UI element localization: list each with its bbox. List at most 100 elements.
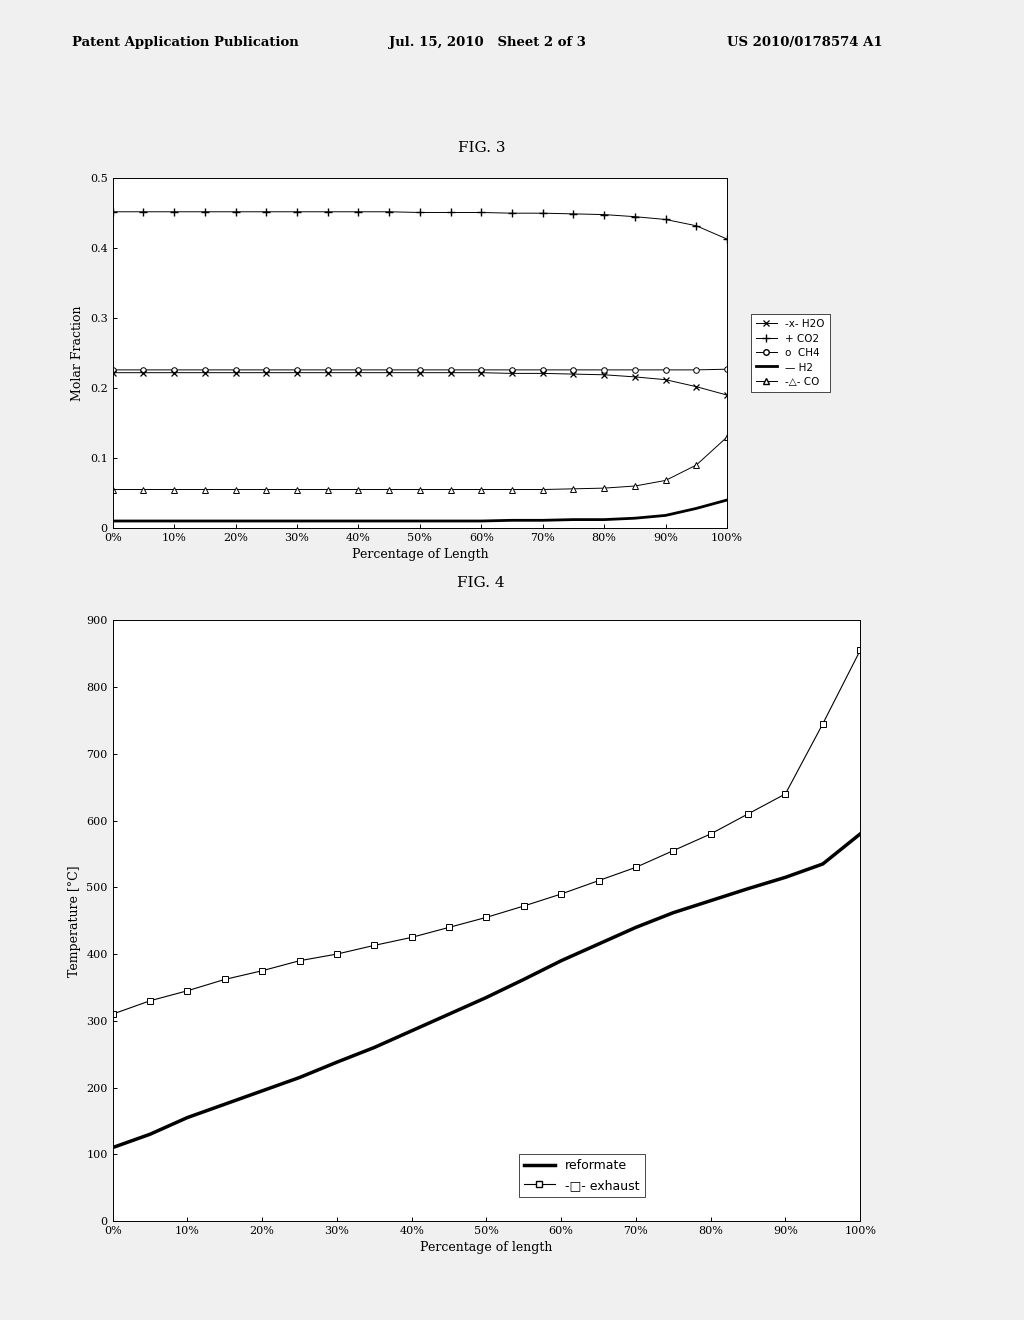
CO2 [444, 205, 457, 220]
CO [659, 473, 672, 488]
H2O [322, 364, 334, 380]
CH4 [567, 362, 580, 378]
reformate [592, 936, 604, 952]
exhaust [592, 873, 604, 888]
H2 [414, 513, 426, 529]
CO2 [475, 205, 487, 220]
CH4 [537, 362, 549, 378]
X-axis label: Percentage of length: Percentage of length [420, 1241, 553, 1254]
CO2 [506, 206, 518, 222]
H2O [598, 367, 610, 383]
reformate [181, 1110, 194, 1126]
H2O [168, 364, 180, 380]
H2 [260, 513, 272, 529]
exhaust [219, 972, 231, 987]
CH4 [199, 362, 211, 378]
H2 [506, 512, 518, 528]
X-axis label: Percentage of Length: Percentage of Length [351, 548, 488, 561]
CH4 [322, 362, 334, 378]
H2O [721, 387, 733, 403]
exhaust [331, 946, 343, 962]
Legend: -x- H2O, + CO2, o  CH4, — H2, -△- CO: -x- H2O, + CO2, o CH4, — H2, -△- CO [751, 314, 829, 392]
reformate [143, 1126, 156, 1142]
reformate [442, 1006, 455, 1022]
CO2 [137, 203, 150, 219]
CO [106, 482, 119, 498]
CH4 [291, 362, 303, 378]
CO2 [567, 206, 580, 222]
CH4 [721, 362, 733, 378]
H2O [659, 372, 672, 388]
H2O [475, 364, 487, 380]
CO2 [721, 231, 733, 247]
exhaust [630, 859, 642, 875]
reformate [369, 1040, 381, 1056]
Line: exhaust: exhaust [110, 648, 863, 1016]
CO2 [629, 209, 641, 224]
Text: Patent Application Publication: Patent Application Publication [72, 36, 298, 49]
exhaust [817, 715, 829, 731]
exhaust [555, 886, 567, 902]
CO2 [199, 203, 211, 219]
exhaust [406, 929, 418, 945]
H2 [291, 513, 303, 529]
H2O [291, 364, 303, 380]
CH4 [352, 362, 365, 378]
CO [537, 482, 549, 498]
CO [721, 429, 733, 445]
CO [229, 482, 242, 498]
H2O [383, 364, 395, 380]
H2 [137, 513, 150, 529]
CH4 [598, 362, 610, 378]
H2O [137, 364, 150, 380]
CO [260, 482, 272, 498]
Line: CO2: CO2 [109, 207, 731, 243]
CO [352, 482, 365, 498]
CO2 [690, 218, 702, 234]
reformate [106, 1139, 119, 1155]
exhaust [181, 983, 194, 999]
CH4 [444, 362, 457, 378]
CO [444, 482, 457, 498]
Line: CO: CO [110, 434, 730, 492]
reformate [518, 972, 530, 987]
exhaust [480, 909, 493, 925]
H2 [598, 512, 610, 528]
H2O [229, 364, 242, 380]
CO2 [260, 203, 272, 219]
Y-axis label: Molar Fraction: Molar Fraction [72, 305, 84, 401]
H2 [199, 513, 211, 529]
CO [168, 482, 180, 498]
reformate [668, 904, 680, 920]
CO2 [291, 203, 303, 219]
H2 [444, 513, 457, 529]
CO [414, 482, 426, 498]
H2 [721, 492, 733, 508]
exhaust [106, 1006, 119, 1022]
H2O [690, 379, 702, 395]
reformate [480, 990, 493, 1006]
CH4 [260, 362, 272, 378]
H2 [383, 513, 395, 529]
H2O [629, 370, 641, 385]
reformate [293, 1069, 305, 1085]
CH4 [229, 362, 242, 378]
CO [629, 478, 641, 494]
Text: FIG. 4: FIG. 4 [458, 577, 505, 590]
CO [199, 482, 211, 498]
H2 [229, 513, 242, 529]
H2O [567, 366, 580, 381]
exhaust [705, 826, 717, 842]
H2 [690, 500, 702, 516]
reformate [817, 857, 829, 873]
H2 [475, 513, 487, 529]
H2 [168, 513, 180, 529]
reformate [219, 1097, 231, 1113]
exhaust [741, 807, 754, 822]
exhaust [668, 842, 680, 858]
reformate [406, 1023, 418, 1039]
CH4 [414, 362, 426, 378]
exhaust [143, 993, 156, 1008]
CO [291, 482, 303, 498]
H2O [537, 366, 549, 381]
